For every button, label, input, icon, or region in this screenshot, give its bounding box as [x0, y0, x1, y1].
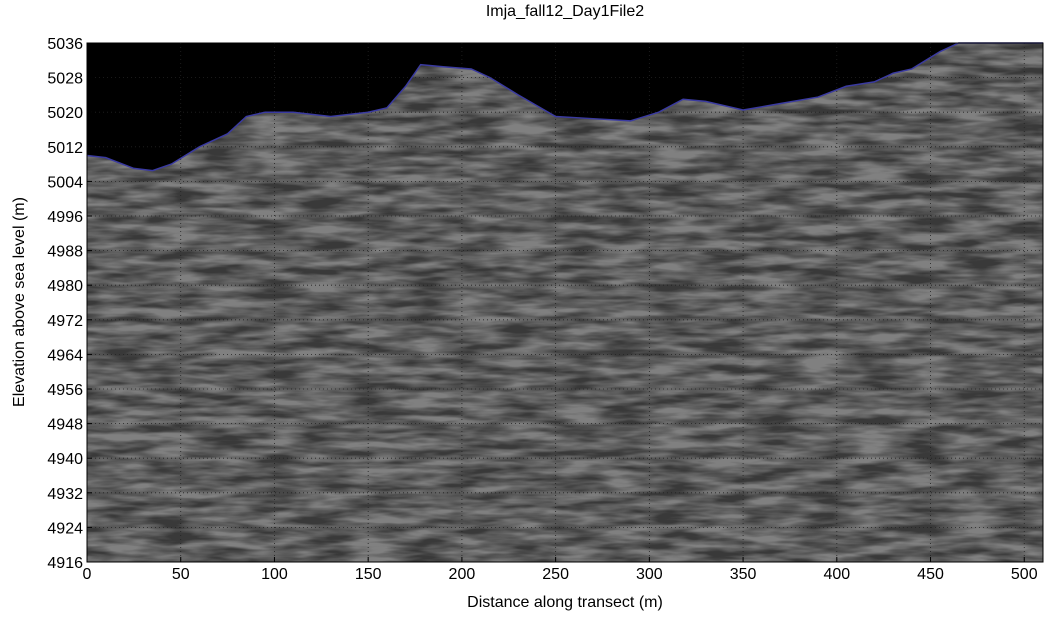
- x-tick-label: 0: [83, 566, 92, 583]
- y-tick-label: 4980: [47, 278, 83, 295]
- y-tick-label: 4956: [47, 382, 83, 399]
- x-tick-label: 350: [730, 566, 757, 583]
- x-tick-label: 150: [355, 566, 382, 583]
- y-tick-label: 4988: [47, 244, 83, 261]
- subsurface-texture: [87, 43, 1043, 562]
- y-tick-label: 4948: [47, 417, 83, 434]
- y-tick-label: 5036: [47, 36, 83, 53]
- x-tick-label: 200: [449, 566, 476, 583]
- y-tick-label: 5028: [47, 71, 83, 88]
- x-tick-label: 50: [172, 566, 190, 583]
- x-tick-label: 100: [261, 566, 288, 583]
- y-axis-label: Elevation above sea level (m): [11, 197, 28, 407]
- y-tick-label: 4924: [47, 520, 83, 537]
- x-tick-label: 400: [823, 566, 850, 583]
- air-region: [87, 43, 1043, 171]
- y-tick-label: 4916: [47, 555, 83, 572]
- y-tick-label: 5012: [47, 140, 83, 157]
- chart-title: Imja_fall12_Day1File2: [486, 3, 644, 20]
- x-tick-label: 300: [636, 566, 663, 583]
- x-tick-label: 250: [542, 566, 569, 583]
- y-tick-label: 4940: [47, 451, 83, 468]
- x-tick-label: 500: [1011, 566, 1038, 583]
- plot-frame: [86, 42, 1044, 563]
- x-axis-label: Distance along transect (m): [467, 594, 663, 611]
- y-tick-label: 4932: [47, 486, 83, 503]
- y-tick-label: 5020: [47, 105, 83, 122]
- y-tick-label: 5004: [47, 174, 83, 191]
- y-tick-label: 4964: [47, 347, 83, 364]
- y-tick-label: 4972: [47, 313, 83, 330]
- y-tick-label: 4996: [47, 209, 83, 226]
- surface-line: [86, 42, 1043, 172]
- x-tick-label: 450: [917, 566, 944, 583]
